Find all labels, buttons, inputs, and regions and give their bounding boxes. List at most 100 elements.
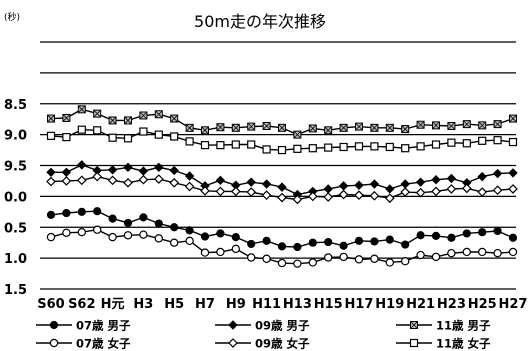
data-point (324, 143, 333, 152)
data-point (47, 114, 55, 123)
data-point (262, 121, 271, 130)
data-point (123, 231, 133, 240)
data-point (261, 190, 272, 200)
data-point (493, 136, 502, 145)
data-point (154, 130, 163, 139)
data-point (93, 126, 102, 135)
data-point (354, 236, 364, 245)
data-point (123, 177, 133, 188)
chart-title: 50m走の年次推移 (194, 12, 326, 31)
data-point (354, 190, 364, 200)
data-point (169, 238, 179, 247)
data-point (447, 248, 456, 258)
data-point (46, 210, 56, 219)
data-point (431, 186, 441, 197)
data-point (508, 168, 518, 178)
data-point (338, 181, 349, 191)
data-point (447, 233, 456, 242)
data-point (185, 226, 194, 235)
data-point (339, 241, 348, 250)
data-point (323, 192, 334, 202)
data-point (339, 252, 348, 262)
data-point (293, 130, 302, 139)
x-tick-label: H3 (133, 297, 153, 312)
data-point (492, 185, 503, 196)
data-point (216, 123, 225, 132)
data-point (401, 144, 410, 153)
data-point (509, 114, 517, 123)
data-point (154, 162, 164, 173)
data-point (308, 124, 317, 133)
legend-label: 11歳 男子 (436, 319, 491, 333)
y-tick-label: 1.5 (4, 283, 27, 298)
data-point (261, 179, 272, 189)
data-point (247, 239, 256, 249)
data-point (231, 244, 240, 254)
x-tick-label: H11 (252, 297, 281, 312)
data-point (478, 228, 487, 237)
data-point (123, 134, 133, 143)
data-point (77, 207, 86, 216)
data-point (231, 140, 240, 149)
data-point (123, 218, 133, 228)
data-point (339, 123, 348, 132)
data-point (76, 175, 87, 186)
data-point (277, 242, 287, 251)
x-tick-label: H25 (468, 297, 497, 312)
data-point (216, 247, 225, 257)
data-point (139, 111, 148, 120)
data-point (170, 223, 179, 232)
data-point (246, 177, 256, 187)
data-point (401, 257, 410, 266)
data-point (415, 187, 426, 198)
legend-item: 07歳 男子 (36, 319, 131, 333)
x-tick-label: H27 (499, 297, 528, 312)
data-point (446, 173, 457, 184)
data-point (169, 165, 179, 176)
y-tick-label: 1.0 (4, 252, 27, 267)
data-point (46, 131, 56, 140)
data-point (324, 237, 333, 247)
data-point (185, 137, 194, 146)
data-point (401, 125, 410, 134)
data-point (77, 160, 87, 170)
data-point (416, 250, 425, 260)
x-tick-label: H15 (314, 297, 343, 312)
data-point (431, 231, 441, 240)
data-point (478, 136, 487, 145)
series-lines (46, 105, 518, 268)
legend: 07歳 男子 09歳 男子 11歳 男子 07歳 女子 09歳 女子 11歳 女子 (36, 319, 491, 351)
data-point (461, 183, 472, 194)
series-4 (46, 171, 518, 205)
data-point (262, 236, 271, 245)
data-point (293, 144, 302, 153)
x-tick-label: H23 (437, 297, 466, 312)
legend-item: 11歳 男子 (396, 319, 491, 333)
data-point (77, 125, 86, 134)
legend-item: 07歳 女子 (36, 337, 131, 351)
data-point (277, 145, 287, 155)
data-point (338, 189, 349, 200)
data-point (308, 144, 317, 153)
data-point (354, 180, 364, 190)
data-point (124, 116, 132, 125)
data-point (170, 132, 179, 141)
data-point (46, 167, 56, 177)
data-point (431, 252, 441, 262)
data-point (369, 179, 380, 189)
x-tick-label: H17 (345, 297, 374, 312)
data-point (215, 175, 226, 186)
data-point (139, 127, 148, 136)
data-point (324, 253, 333, 262)
data-point (308, 238, 317, 247)
data-point (447, 121, 456, 130)
legend-marker (410, 321, 418, 329)
gridlines (40, 41, 516, 290)
data-point (432, 121, 440, 130)
legend-marker (49, 320, 59, 330)
data-point (508, 137, 518, 147)
data-point (247, 140, 256, 149)
data-point (293, 259, 302, 268)
series-2 (47, 105, 517, 139)
data-point (216, 141, 225, 150)
